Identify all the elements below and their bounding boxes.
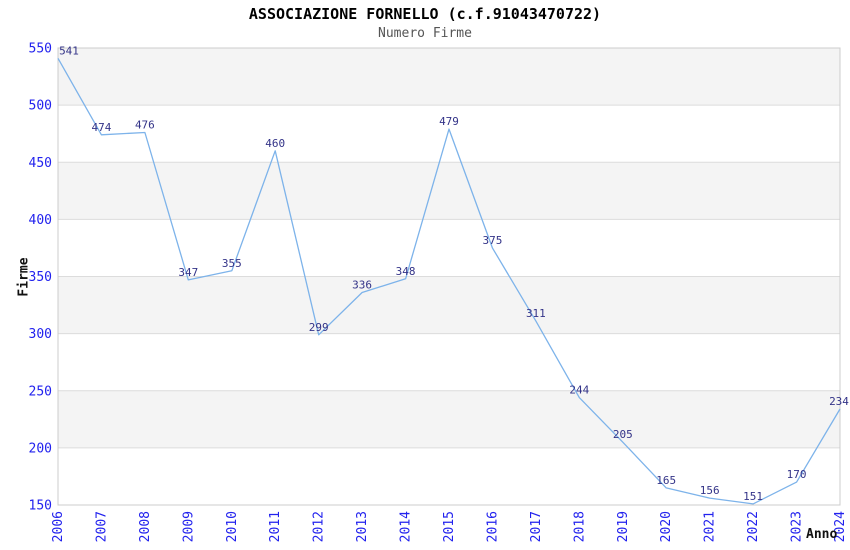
series-line	[57, 57, 841, 505]
x-tick-label: 2019	[616, 511, 631, 542]
data-label: 348	[396, 265, 416, 278]
data-label: 460	[265, 137, 285, 150]
chart-subtitle: Numero Firme	[378, 26, 472, 41]
grid-band	[58, 333, 840, 391]
data-label: 156	[700, 484, 720, 497]
y-tick-label: 150	[29, 499, 52, 514]
y-tick-label: 200	[29, 441, 52, 456]
x-tick-label: 2006	[51, 511, 66, 542]
x-tick-label: 2015	[442, 511, 457, 542]
y-tick-label: 400	[29, 213, 52, 228]
x-tick-label: 2022	[746, 511, 761, 542]
data-label: 474	[92, 121, 112, 134]
chart-title: ASSOCIAZIONE FORNELLO (c.f.91043470722)	[248, 5, 602, 23]
data-label: 479	[439, 115, 459, 128]
data-label: 336	[352, 278, 372, 291]
x-tick-label: 2017	[529, 511, 544, 542]
grid-band	[58, 219, 840, 277]
data-label: 299	[309, 321, 329, 334]
x-tick-label: 2024	[833, 511, 848, 542]
x-tick-label: 2018	[572, 511, 587, 542]
data-label: 347	[178, 266, 198, 279]
data-label: 355	[222, 257, 242, 270]
grid-band	[58, 276, 840, 334]
data-label: 375	[483, 234, 503, 247]
data-label: 170	[787, 468, 807, 481]
data-label: 311	[526, 307, 546, 320]
data-label: 541	[59, 44, 79, 57]
x-tick-label: 2011	[268, 511, 283, 542]
data-label: 476	[135, 119, 155, 132]
y-tick-label: 300	[29, 327, 52, 342]
x-tick-label: 2010	[225, 511, 240, 542]
x-tick-label: 2021	[703, 511, 718, 542]
x-tick-label: 2009	[181, 511, 196, 542]
plot-border	[57, 47, 841, 506]
data-label: 205	[613, 428, 633, 441]
y-tick-label: 450	[29, 156, 52, 171]
grid-band	[58, 48, 840, 106]
grid-band	[58, 162, 840, 220]
y-axis-label: Firme	[16, 257, 32, 297]
x-tick-label: 2016	[485, 511, 500, 542]
x-axis-label: Anno	[806, 527, 838, 542]
y-tick-label: 500	[29, 99, 52, 114]
x-tick-label: 2013	[355, 511, 370, 542]
data-label: 151	[743, 490, 763, 503]
grid-band	[58, 390, 840, 448]
x-tick-label: 2012	[312, 511, 327, 542]
data-label: 234	[829, 395, 849, 408]
x-tick-label: 2014	[399, 511, 414, 542]
x-tick-label: 2023	[790, 511, 805, 542]
data-label: 165	[656, 474, 676, 487]
data-label: 244	[569, 384, 589, 397]
y-tick-label: 550	[29, 42, 52, 57]
grid-band	[58, 447, 840, 505]
x-tick-label: 2020	[659, 511, 674, 542]
x-tick-label: 2008	[138, 511, 153, 542]
x-tick-label: 2007	[94, 511, 109, 542]
y-tick-label: 350	[29, 270, 52, 285]
grid-band	[58, 105, 840, 163]
y-tick-label: 250	[29, 384, 52, 399]
